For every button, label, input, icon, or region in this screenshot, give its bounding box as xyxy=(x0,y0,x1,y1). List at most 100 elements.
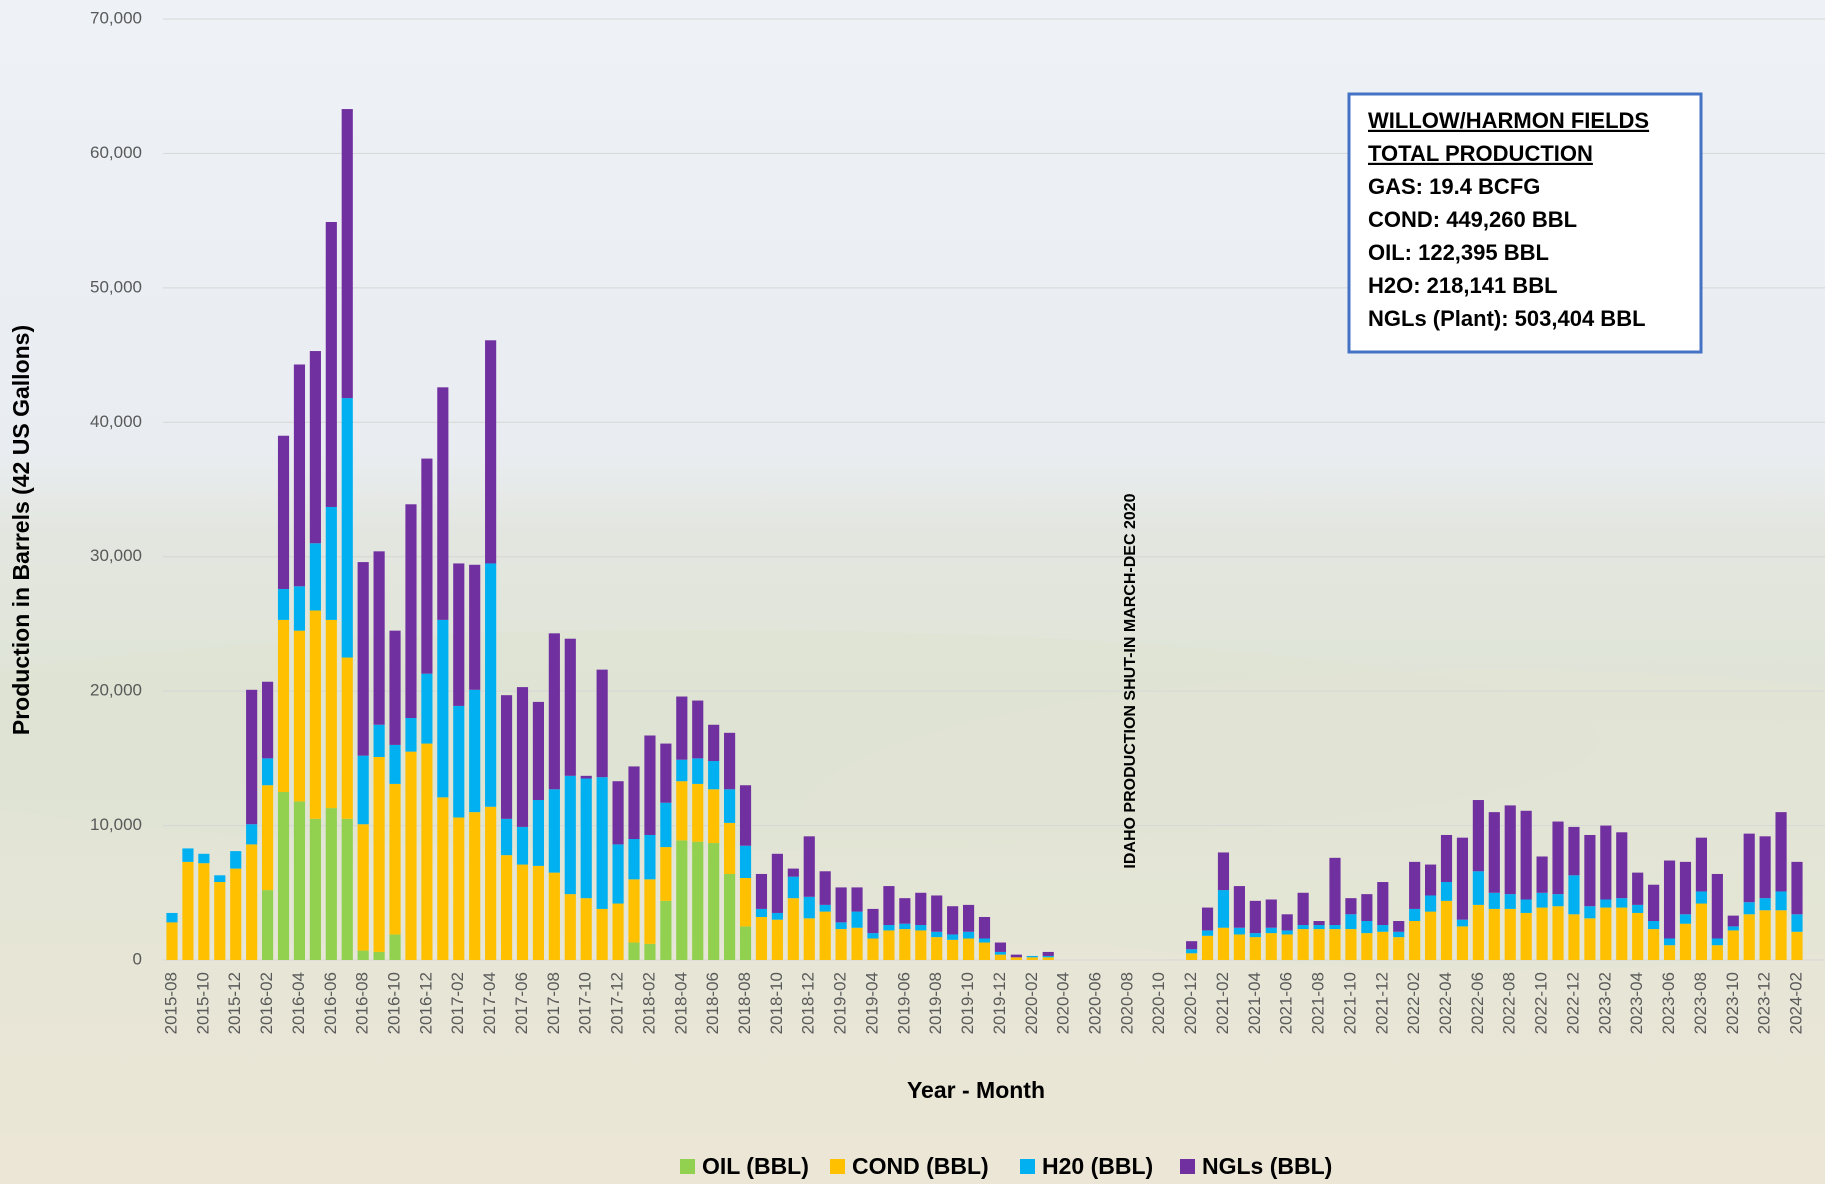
x-tick-label: 2018-08 xyxy=(735,972,754,1034)
bar-segment xyxy=(1520,912,1532,960)
bar-segment xyxy=(1217,890,1230,928)
bar-segment xyxy=(421,458,433,674)
bar-segment xyxy=(724,822,736,874)
bar-segment xyxy=(724,873,736,960)
bar-segment xyxy=(1361,894,1373,922)
bar-segment xyxy=(1186,941,1198,950)
bar-segment xyxy=(596,777,608,909)
x-tick-label: 2021-08 xyxy=(1309,972,1328,1034)
bar-segment xyxy=(692,783,704,842)
bar-segment xyxy=(325,808,337,960)
x-tick-label: 2015-10 xyxy=(193,972,212,1034)
x-tick-label: 2020-10 xyxy=(1149,972,1168,1034)
bar-segment xyxy=(612,781,624,845)
bar-segment xyxy=(1600,899,1612,908)
x-axis-title: Year - Month xyxy=(907,1077,1045,1103)
bar-segment xyxy=(1456,919,1469,927)
bar-segment xyxy=(1329,929,1341,960)
bar-segment xyxy=(660,802,672,848)
x-tick-label: 2022-10 xyxy=(1532,972,1551,1034)
bar-segment xyxy=(660,847,672,901)
bar-segment xyxy=(262,890,274,960)
bar-segment xyxy=(899,923,911,930)
bar-segment xyxy=(405,504,417,719)
bar-segment xyxy=(341,109,353,399)
bar-segment xyxy=(469,812,481,960)
bar-segment xyxy=(787,898,799,960)
bar-segment xyxy=(899,929,911,960)
bar-segment xyxy=(1042,957,1054,960)
x-tick-label: 2017-04 xyxy=(480,972,499,1034)
legend-label: NGLs (BBL) xyxy=(1202,1153,1332,1179)
bar-segment xyxy=(994,954,1007,960)
x-tick-label: 2020-08 xyxy=(1117,972,1136,1034)
bar-segment xyxy=(1504,908,1516,960)
bar-segment xyxy=(485,806,497,960)
bar-segment xyxy=(325,619,337,809)
bar-segment xyxy=(1233,886,1245,928)
bar-segment xyxy=(1616,832,1628,899)
bar-segment xyxy=(1201,907,1214,931)
bar-segment xyxy=(500,695,513,819)
x-tick-label: 2022-08 xyxy=(1500,972,1519,1034)
legend-label: H20 (BBL) xyxy=(1042,1153,1153,1179)
bar-segment xyxy=(1600,907,1612,960)
bar-segment xyxy=(676,759,688,782)
bar-segment xyxy=(962,904,975,932)
bar-segment xyxy=(1743,902,1755,915)
x-tick-label: 2018-06 xyxy=(703,972,722,1034)
bar-segment xyxy=(1568,826,1580,876)
x-tick-label: 2018-12 xyxy=(799,972,818,1034)
bar-segment xyxy=(293,586,306,631)
bar-segment xyxy=(819,904,831,912)
bar-segment xyxy=(851,887,863,912)
bar-segment xyxy=(214,882,226,960)
summary-box xyxy=(1347,92,1703,354)
bar-segment xyxy=(1743,914,1755,960)
bar-segment xyxy=(357,562,369,756)
bar-segment xyxy=(1791,861,1803,915)
bar-segment xyxy=(453,563,465,706)
bar-segment xyxy=(246,844,258,960)
bar-segment xyxy=(1440,834,1453,883)
bar-segment xyxy=(1648,921,1660,930)
bar-segment xyxy=(676,781,688,841)
bar-segment xyxy=(1552,821,1564,895)
bar-segment xyxy=(357,824,369,951)
bar-segment xyxy=(516,826,529,865)
bar-segment xyxy=(676,696,688,760)
bar-segment xyxy=(516,687,529,827)
bar-segment xyxy=(1281,930,1293,935)
y-tick-label: 70,000 xyxy=(90,8,142,27)
bar-segment xyxy=(277,791,290,960)
bar-segment xyxy=(516,864,529,960)
bar-segment xyxy=(1313,929,1325,960)
bar-segment xyxy=(947,906,959,935)
x-tick-label: 2019-08 xyxy=(926,972,945,1034)
bar-segment xyxy=(1233,927,1245,935)
bar-segment xyxy=(1393,921,1405,932)
bar-segment xyxy=(1727,926,1739,931)
bar-segment xyxy=(755,873,768,909)
bar-segment xyxy=(246,689,258,825)
bar-segment xyxy=(628,942,640,960)
bar-segment xyxy=(1695,903,1707,960)
bar-segment xyxy=(931,937,943,960)
bar-segment xyxy=(803,836,815,897)
bar-segment xyxy=(1759,836,1771,899)
bar-segment xyxy=(1249,933,1261,938)
y-tick-label: 0 xyxy=(133,949,142,968)
bar-segment xyxy=(277,619,290,792)
bar-segment xyxy=(1695,891,1707,904)
bar-segment xyxy=(1743,833,1755,903)
bar-segment xyxy=(787,876,799,899)
x-tick-label: 2016-08 xyxy=(353,972,372,1034)
bar-segment xyxy=(819,911,831,960)
x-tick-label: 2023-12 xyxy=(1755,972,1774,1034)
bar-segment xyxy=(1648,884,1660,922)
bar-segment xyxy=(1616,898,1628,908)
bar-segment xyxy=(1472,871,1484,905)
bar-segment xyxy=(548,872,560,960)
bar-segment xyxy=(182,861,194,960)
bar-segment xyxy=(1775,910,1787,960)
